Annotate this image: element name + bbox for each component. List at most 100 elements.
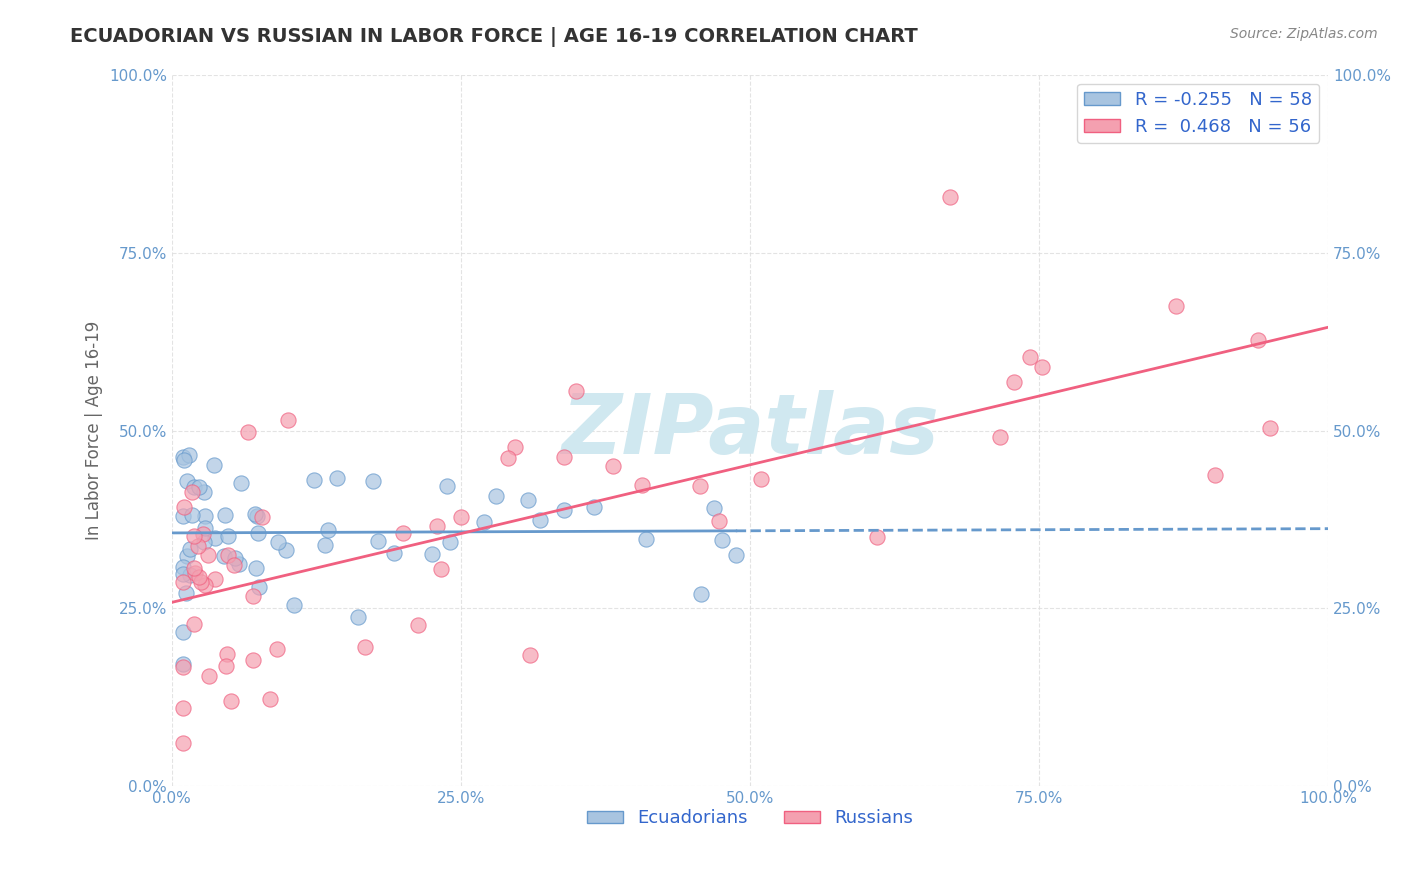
- Russians: [1018, 350, 1040, 364]
- Ecuadorians: [229, 476, 252, 491]
- Text: ECUADORIAN VS RUSSIAN IN LABOR FORCE | AGE 16-19 CORRELATION CHART: ECUADORIAN VS RUSSIAN IN LABOR FORCE | A…: [70, 27, 918, 46]
- Russians: [198, 669, 221, 683]
- Ecuadorians: [326, 471, 349, 485]
- Text: Source: ZipAtlas.com: Source: ZipAtlas.com: [1230, 27, 1378, 41]
- Ecuadorians: [382, 546, 405, 560]
- Russians: [183, 529, 205, 543]
- Ecuadorians: [204, 532, 226, 546]
- Legend: Ecuadorians, Russians: Ecuadorians, Russians: [579, 802, 921, 834]
- Ecuadorians: [247, 526, 270, 541]
- Russians: [450, 509, 472, 524]
- Russians: [204, 572, 226, 586]
- Ecuadorians: [436, 479, 458, 493]
- Russians: [277, 412, 299, 426]
- Ecuadorians: [283, 598, 305, 612]
- Ecuadorians: [183, 480, 205, 494]
- Ecuadorians: [710, 533, 733, 548]
- Ecuadorians: [529, 513, 551, 527]
- Russians: [217, 548, 239, 562]
- Russians: [602, 458, 624, 473]
- Ecuadorians: [212, 549, 235, 564]
- Ecuadorians: [174, 586, 197, 600]
- Russians: [519, 648, 541, 663]
- Ecuadorians: [346, 610, 368, 624]
- Ecuadorians: [314, 538, 336, 552]
- Text: ZIPatlas: ZIPatlas: [561, 390, 939, 471]
- Ecuadorians: [176, 549, 198, 564]
- Russians: [938, 190, 960, 204]
- Russians: [1247, 333, 1270, 347]
- Russians: [429, 562, 451, 576]
- Russians: [266, 641, 288, 656]
- Russians: [172, 575, 194, 590]
- Ecuadorians: [690, 587, 713, 601]
- Ecuadorians: [247, 580, 270, 594]
- Ecuadorians: [172, 657, 194, 671]
- Russians: [426, 519, 449, 533]
- Ecuadorians: [224, 551, 246, 566]
- Russians: [222, 558, 245, 572]
- Ecuadorians: [274, 543, 297, 558]
- Russians: [392, 525, 415, 540]
- Russians: [564, 384, 586, 399]
- Ecuadorians: [188, 480, 211, 494]
- Ecuadorians: [245, 560, 267, 574]
- Ecuadorians: [173, 452, 195, 467]
- Ecuadorians: [193, 485, 215, 500]
- Russians: [172, 736, 194, 750]
- Ecuadorians: [361, 474, 384, 488]
- Ecuadorians: [485, 489, 508, 503]
- Ecuadorians: [172, 450, 194, 464]
- Ecuadorians: [516, 492, 538, 507]
- Ecuadorians: [179, 568, 201, 582]
- Russians: [173, 500, 195, 514]
- Ecuadorians: [420, 547, 443, 561]
- Ecuadorians: [302, 473, 325, 487]
- Ecuadorians: [172, 560, 194, 574]
- Ecuadorians: [172, 509, 194, 524]
- Russians: [988, 430, 1011, 444]
- Russians: [496, 450, 519, 465]
- Ecuadorians: [176, 474, 198, 488]
- Ecuadorians: [181, 508, 204, 523]
- Ecuadorians: [172, 625, 194, 640]
- Ecuadorians: [193, 535, 215, 549]
- Russians: [197, 549, 219, 563]
- Ecuadorians: [179, 541, 201, 556]
- Russians: [1204, 467, 1226, 482]
- Ecuadorians: [634, 532, 657, 546]
- Ecuadorians: [267, 535, 290, 549]
- Russians: [689, 478, 711, 492]
- Russians: [866, 531, 889, 545]
- Ecuadorians: [214, 508, 236, 522]
- Ecuadorians: [367, 533, 389, 548]
- Ecuadorians: [172, 566, 194, 581]
- Ecuadorians: [553, 502, 575, 516]
- Russians: [187, 539, 209, 553]
- Russians: [219, 693, 242, 707]
- Russians: [1002, 375, 1025, 389]
- Russians: [1164, 299, 1187, 313]
- Russians: [181, 485, 204, 500]
- Russians: [183, 561, 205, 575]
- Ecuadorians: [724, 549, 747, 563]
- Ecuadorians: [202, 458, 225, 472]
- Russians: [250, 510, 273, 524]
- Ecuadorians: [703, 500, 725, 515]
- Ecuadorians: [582, 500, 605, 515]
- Ecuadorians: [439, 535, 461, 549]
- Ecuadorians: [472, 515, 495, 529]
- Ecuadorians: [246, 508, 269, 523]
- Russians: [187, 570, 209, 584]
- Russians: [193, 527, 215, 541]
- Ecuadorians: [316, 523, 339, 537]
- Y-axis label: In Labor Force | Age 16-19: In Labor Force | Age 16-19: [86, 321, 103, 541]
- Russians: [749, 472, 772, 486]
- Russians: [630, 478, 652, 492]
- Russians: [553, 450, 575, 464]
- Ecuadorians: [194, 521, 217, 535]
- Russians: [236, 425, 259, 439]
- Russians: [1258, 421, 1281, 435]
- Russians: [354, 640, 377, 655]
- Russians: [707, 514, 730, 528]
